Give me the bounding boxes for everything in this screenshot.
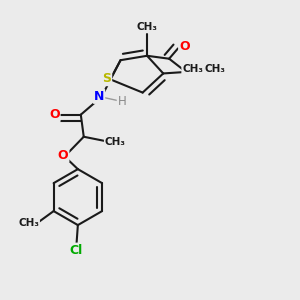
Text: CH₃: CH₃ bbox=[18, 218, 39, 229]
Text: O: O bbox=[184, 62, 194, 76]
Text: N: N bbox=[94, 90, 104, 103]
Text: O: O bbox=[58, 148, 68, 161]
Text: CH₃: CH₃ bbox=[136, 22, 158, 32]
Text: O: O bbox=[179, 40, 190, 53]
Text: CH₃: CH₃ bbox=[182, 64, 203, 74]
Text: O: O bbox=[49, 108, 60, 121]
Text: CH₃: CH₃ bbox=[205, 64, 226, 74]
Text: S: S bbox=[102, 72, 111, 85]
Text: Cl: Cl bbox=[70, 244, 83, 256]
Text: CH₃: CH₃ bbox=[105, 137, 126, 147]
Text: H: H bbox=[118, 94, 126, 108]
